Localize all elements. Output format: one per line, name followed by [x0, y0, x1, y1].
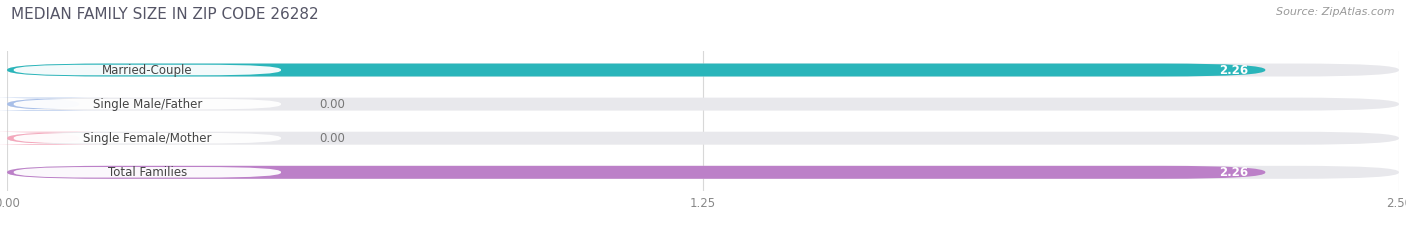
Text: Single Female/Mother: Single Female/Mother	[83, 132, 211, 145]
FancyBboxPatch shape	[0, 132, 108, 145]
FancyBboxPatch shape	[7, 64, 1399, 76]
FancyBboxPatch shape	[7, 166, 1265, 179]
Text: 0.00: 0.00	[319, 132, 344, 145]
FancyBboxPatch shape	[14, 133, 281, 144]
Text: Source: ZipAtlas.com: Source: ZipAtlas.com	[1277, 7, 1395, 17]
FancyBboxPatch shape	[7, 98, 1399, 111]
Text: 0.00: 0.00	[319, 98, 344, 111]
FancyBboxPatch shape	[7, 64, 1265, 76]
Text: Single Male/Father: Single Male/Father	[93, 98, 202, 111]
Text: MEDIAN FAMILY SIZE IN ZIP CODE 26282: MEDIAN FAMILY SIZE IN ZIP CODE 26282	[11, 7, 319, 22]
Text: 2.26: 2.26	[1219, 64, 1249, 76]
FancyBboxPatch shape	[14, 167, 281, 178]
FancyBboxPatch shape	[14, 99, 281, 110]
Text: 2.26: 2.26	[1219, 166, 1249, 179]
Text: Total Families: Total Families	[108, 166, 187, 179]
Text: Married-Couple: Married-Couple	[103, 64, 193, 76]
FancyBboxPatch shape	[7, 166, 1399, 179]
FancyBboxPatch shape	[0, 98, 108, 111]
FancyBboxPatch shape	[14, 65, 281, 75]
FancyBboxPatch shape	[7, 132, 1399, 145]
